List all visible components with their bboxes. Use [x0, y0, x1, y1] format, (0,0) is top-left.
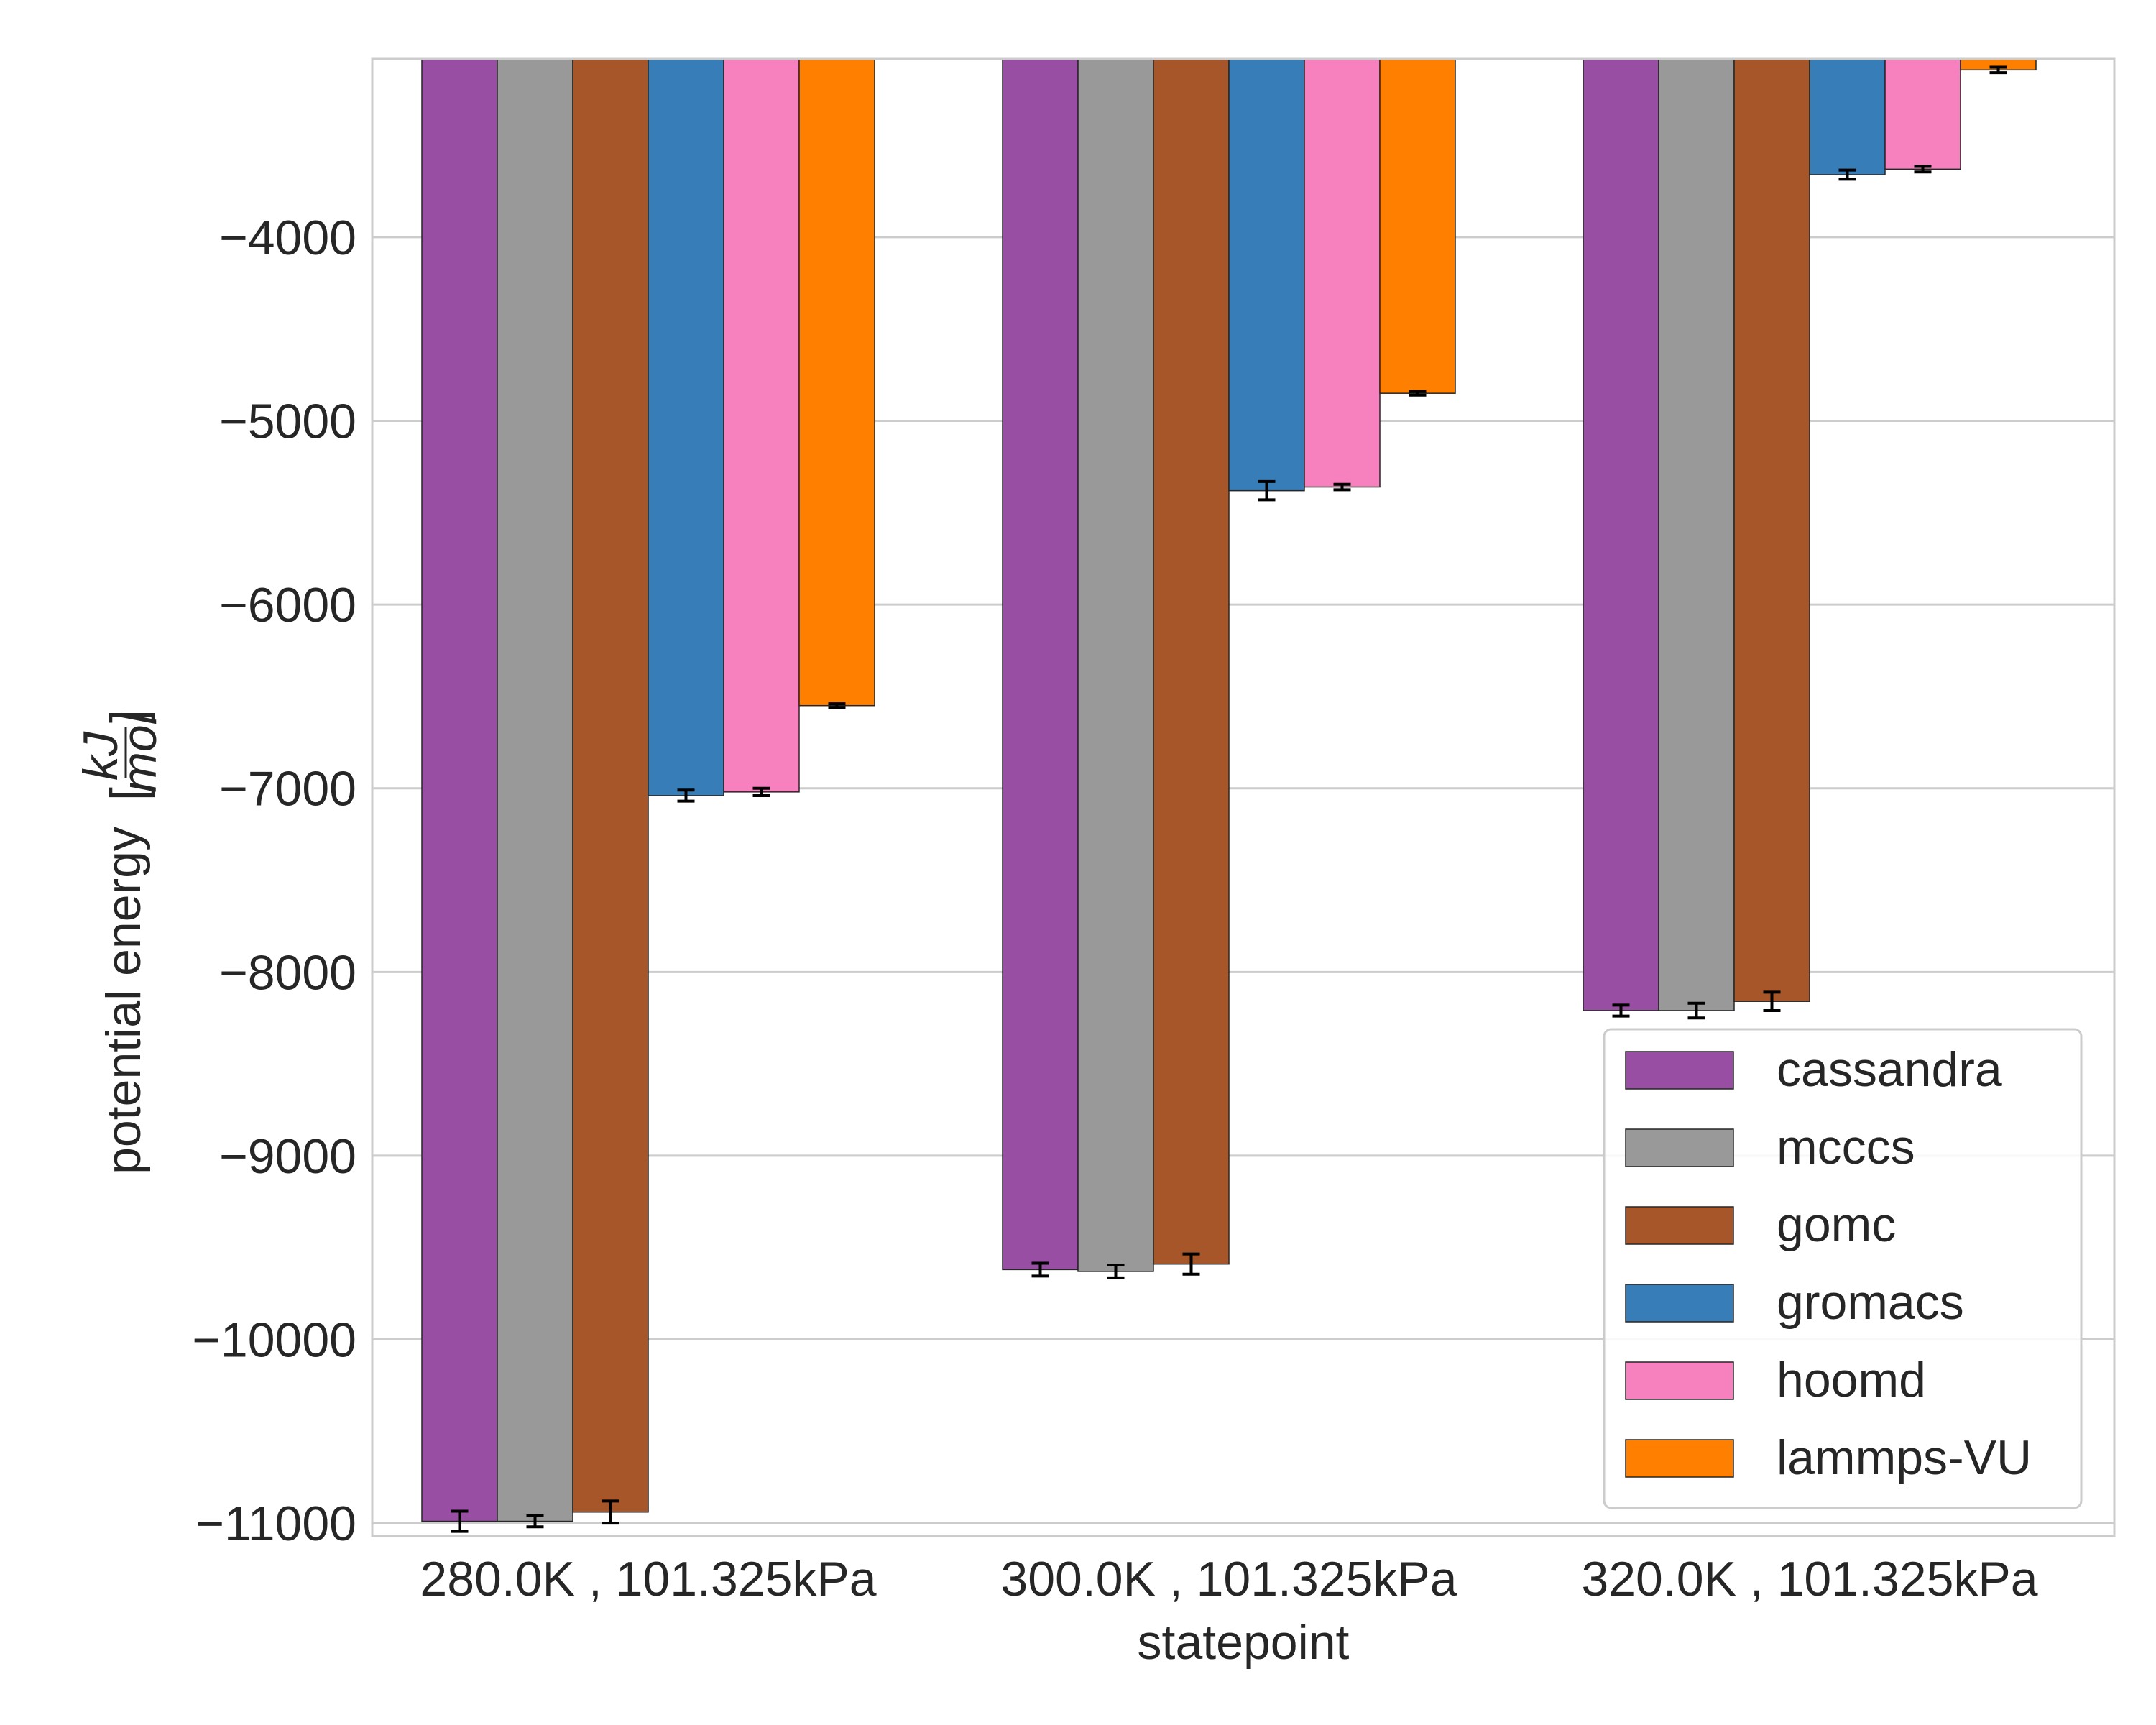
error-bar-gomc — [1763, 990, 1781, 1012]
bar-mcccs — [1077, 58, 1154, 1272]
x-tick-label: 300.0K , 101.325kPa — [1000, 1552, 1457, 1606]
y-axis-unit-numerator: kJ — [73, 731, 128, 781]
legend-swatch-hoomd — [1625, 1361, 1734, 1400]
bar-cassandra — [1583, 58, 1659, 1011]
error-bar-mcccs — [526, 1514, 544, 1529]
y-axis-label-text: potential energy — [96, 827, 151, 1174]
y-axis-unit-open-bracket: [ — [101, 787, 155, 801]
error-bar-mcccs — [1687, 1001, 1705, 1020]
bar-hoomd — [1304, 58, 1381, 488]
bar-cassandra — [1002, 58, 1079, 1271]
y-tick-label: −10000 — [192, 1313, 356, 1368]
y-tick-label: −6000 — [219, 578, 356, 632]
y-tick-label: −8000 — [219, 945, 356, 1000]
error-bar-cassandra — [451, 1509, 469, 1533]
y-axis-ticks: −4000 −5000 −6000 −7000 −8000 −9000 −10000 −110… — [192, 211, 356, 1551]
plot-frame — [371, 58, 2116, 1537]
error-bar-lammps-VU — [1409, 390, 1427, 397]
bar-gomc — [572, 58, 649, 1513]
legend-swatch-cassandra — [1625, 1051, 1734, 1090]
y-tick-label: −4000 — [219, 211, 356, 265]
x-tick-label: 280.0K , 101.325kPa — [420, 1552, 876, 1606]
y-axis-label: potential energy [ kJ mol ] — [73, 709, 167, 1174]
bar-gromacs — [1809, 58, 1886, 175]
bars — [421, 58, 2037, 1522]
y-axis-unit-denominator: mol — [112, 712, 167, 792]
bar-lammps-VU — [1379, 58, 1456, 394]
x-axis-ticks: 280.0K , 101.325kPa 300.0K , 101.325kPa 32… — [420, 1552, 2037, 1606]
error-bar-hoomd — [1333, 482, 1351, 492]
bar-gomc — [1153, 58, 1230, 1265]
bar-hoomd — [1884, 58, 1961, 170]
legend-label-gromacs: gromacs — [1777, 1275, 1964, 1330]
legend-label-cassandra: cassandra — [1777, 1042, 2002, 1097]
error-bar-lammps-VU — [828, 702, 846, 709]
error-bar-gromacs — [1838, 168, 1856, 181]
bar-lammps-VU — [798, 58, 875, 707]
legend-swatch-gromacs — [1625, 1284, 1734, 1322]
bar-gromacs — [1228, 58, 1305, 492]
legend-label-gomc: gomc — [1777, 1197, 1896, 1252]
y-tick-label: −11000 — [195, 1496, 356, 1551]
error-bar-lammps-VU — [1989, 65, 2007, 75]
y-axis-unit-close-bracket: ] — [101, 709, 155, 723]
x-tick-label: 320.0K , 101.325kPa — [1581, 1552, 2037, 1606]
bar-mcccs — [1658, 58, 1735, 1011]
legend: cassandra mcccs gomc gromacs hoomd lammps-VU — [1603, 1028, 2083, 1509]
y-tick-label: −9000 — [219, 1129, 356, 1184]
error-bar-gromacs — [677, 788, 695, 803]
bar-mcccs — [497, 58, 573, 1522]
error-bars — [451, 65, 2007, 1533]
error-bar-gomc — [1182, 1252, 1200, 1276]
legend-label-hoomd: hoomd — [1777, 1353, 1926, 1407]
legend-label-mcccs: mcccs — [1777, 1120, 1915, 1174]
bar-gromacs — [648, 58, 724, 796]
y-tick-label: −7000 — [219, 762, 356, 816]
y-tick-label: −5000 — [219, 395, 356, 449]
legend-swatch-mcccs — [1625, 1128, 1734, 1167]
error-bar-mcccs — [1107, 1263, 1125, 1279]
x-axis-label: statepoint — [1138, 1615, 1350, 1670]
error-bar-gomc — [602, 1499, 619, 1525]
error-bar-hoomd — [752, 786, 770, 797]
legend-swatch-lammps-VU — [1625, 1439, 1734, 1478]
legend-swatch-gomc — [1625, 1206, 1734, 1245]
error-bar-cassandra — [1612, 1003, 1630, 1018]
error-bar-cassandra — [1031, 1261, 1049, 1278]
error-bar-gromacs — [1258, 479, 1276, 502]
legend-label-lammps-VU: lammps-VU — [1777, 1430, 2032, 1485]
bar-hoomd — [723, 58, 800, 793]
bar-cassandra — [421, 58, 498, 1522]
error-bar-hoomd — [1914, 165, 1932, 174]
bar-gomc — [1733, 58, 1810, 1002]
